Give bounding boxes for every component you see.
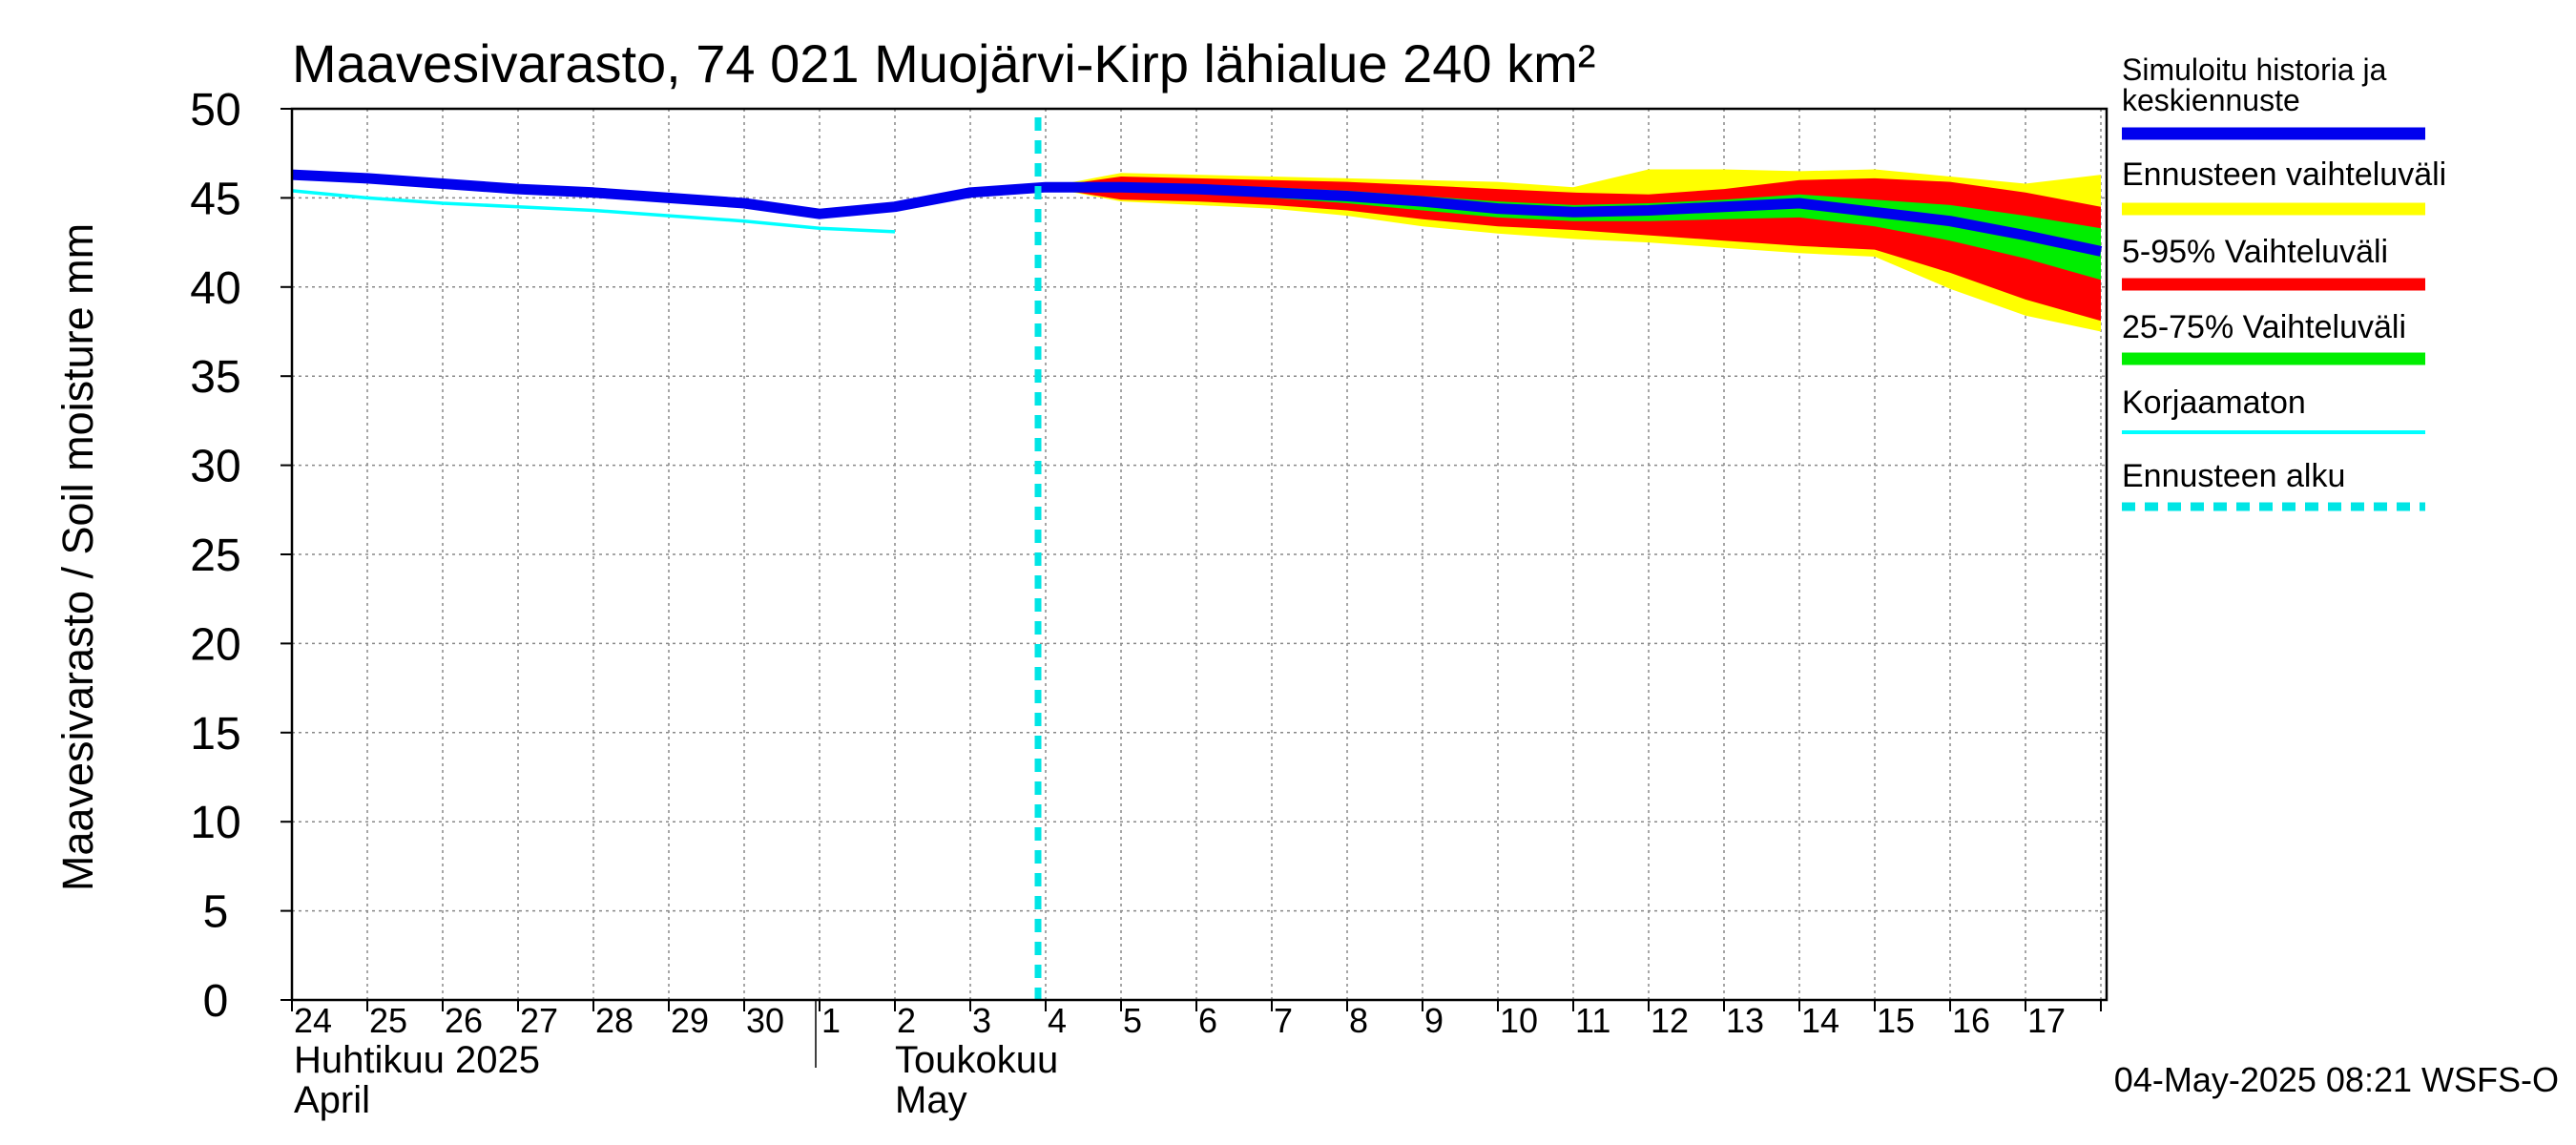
y-tick-label: 15 <box>190 709 240 760</box>
x-tick-label: 14 <box>1801 1001 1839 1040</box>
month-label-en: May <box>895 1079 967 1121</box>
median-simulated-line <box>291 169 2103 257</box>
x-tick-label: 13 <box>1726 1001 1764 1040</box>
y-tick-label: 50 <box>190 85 240 135</box>
x-tick-label: 16 <box>1952 1001 1990 1040</box>
x-tick-label: 26 <box>445 1001 483 1040</box>
legend-label: 25-75% Vaihteluväli <box>2122 309 2406 345</box>
month-label-fi: Toukokuu <box>895 1039 1058 1081</box>
legend-label: Korjaamaton <box>2122 385 2306 421</box>
axes <box>280 107 2109 1068</box>
y-tick-label: 30 <box>190 442 240 492</box>
y-tick-label: 0 <box>203 976 229 1027</box>
x-tick-label: 30 <box>746 1001 784 1040</box>
y-tick-label: 25 <box>190 531 240 581</box>
x-tick-label: 15 <box>1877 1001 1915 1040</box>
y-tick-labels: 0 5 10 15 20 25 30 35 40 45 50 <box>190 85 240 1027</box>
x-tick-label: 8 <box>1349 1001 1368 1040</box>
y-tick-label: 45 <box>190 174 240 224</box>
legend-label: Ennusteen alku <box>2122 458 2345 494</box>
month-label-fi: Huhtikuu 2025 <box>294 1039 540 1081</box>
legend-label: Ennusteen vaihteluväli <box>2122 156 2446 193</box>
y-tick-label: 35 <box>190 352 240 403</box>
x-tick-label: 10 <box>1500 1001 1538 1040</box>
x-tick-label: 24 <box>294 1001 332 1040</box>
x-tick-label: 5 <box>1123 1001 1142 1040</box>
x-tick-label: 11 <box>1575 1001 1610 1040</box>
x-tick-label: 9 <box>1424 1001 1444 1040</box>
y-tick-label: 10 <box>190 798 240 848</box>
x-tick-label: 6 <box>1198 1001 1217 1040</box>
chart-title: Maavesivarasto, 74 021 Muojärvi-Kirp läh… <box>292 33 1595 94</box>
x-tick-label: 7 <box>1274 1001 1293 1040</box>
x-tick-label: 17 <box>2027 1001 2066 1040</box>
x-tick-label: 25 <box>369 1001 407 1040</box>
legend-label: 5-95% Vaihteluväli <box>2122 234 2388 270</box>
x-tick-label: 3 <box>972 1001 991 1040</box>
x-tick-label: 2 <box>897 1001 916 1040</box>
footer-timestamp: 04-May-2025 08:21 WSFS-O <box>2114 1060 2559 1099</box>
y-tick-label: 40 <box>190 263 240 314</box>
legend-label: Simuloitu historia ja <box>2122 52 2387 87</box>
y-axis-label: Maavesivarasto / Soil moisture mm <box>53 223 102 891</box>
grid-lines <box>292 109 2107 1000</box>
x-tick-labels: 24 25 26 27 28 29 30 1 2 3 4 5 6 7 8 9 10 11 12 13 14 15 16 17 <box>294 1001 2066 1040</box>
x-tick-label: 27 <box>520 1001 558 1040</box>
y-tick-label: 20 <box>190 619 240 670</box>
month-label-en: April <box>294 1079 370 1121</box>
uncorrected-line <box>291 189 896 234</box>
x-tick-label: 1 <box>821 1001 841 1040</box>
x-tick-label: 4 <box>1048 1001 1067 1040</box>
legend-label: keskiennuste <box>2122 83 2300 117</box>
x-tick-label: 29 <box>671 1001 709 1040</box>
x-tick-label: 12 <box>1651 1001 1689 1040</box>
x-tick-label: 28 <box>595 1001 634 1040</box>
series-lines <box>291 117 2103 1000</box>
y-tick-label: 5 <box>203 887 229 938</box>
